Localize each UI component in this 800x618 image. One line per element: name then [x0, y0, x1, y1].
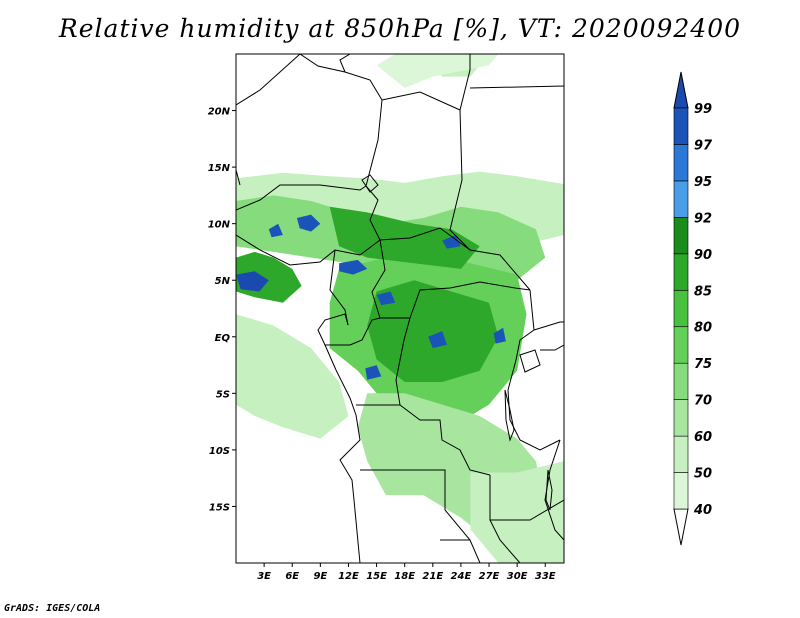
border-line — [324, 344, 357, 416]
lat-tick-label: 10N — [208, 220, 231, 231]
border-line — [449, 109, 531, 291]
border-line — [540, 344, 564, 351]
colorbar-label: 99 — [694, 102, 712, 117]
humidity-region-wet-spot-7 — [365, 365, 382, 380]
colorbar-label: 50 — [694, 467, 712, 482]
colorbar-swatch — [673, 399, 689, 437]
humidity-shading — [236, 54, 564, 563]
border-line — [371, 239, 410, 319]
lon-tick-label: 3E — [257, 571, 271, 582]
map-frame — [235, 53, 565, 564]
lat-tick-label: 15S — [209, 502, 230, 513]
humidity-region-car-belt — [329, 206, 480, 269]
colorbar-label: 40 — [693, 503, 712, 518]
colorbar-swatch — [673, 289, 689, 328]
humidity-region-southeast-strip — [470, 461, 564, 563]
colorbar-label: 95 — [694, 175, 712, 190]
border-line — [379, 227, 471, 251]
country-borders — [236, 54, 564, 563]
border-line — [360, 469, 481, 563]
border-line — [236, 184, 367, 211]
lat-tick-label: 5N — [215, 276, 231, 287]
lon-tick-label: 21E — [422, 571, 443, 582]
lon-tick-label: 33E — [535, 571, 556, 582]
humidity-region-central-core — [367, 280, 499, 382]
border-line — [409, 281, 531, 319]
colorbar-swatch — [673, 217, 689, 255]
colorbar-swatch — [673, 362, 689, 400]
humidity-region-wet-spot-1 — [236, 271, 269, 292]
colorbar-swatch — [673, 435, 689, 473]
lat-tick-label: EQ — [215, 333, 231, 344]
border-line — [339, 54, 351, 73]
lake-victoria — [519, 349, 541, 373]
humidity-region-wet-spot-6 — [428, 331, 447, 349]
colorbar-label: 85 — [694, 284, 712, 299]
border-line — [329, 249, 349, 326]
colorbar-swatch — [673, 180, 689, 218]
humidity-region-north-patch-2 — [376, 54, 499, 88]
humidity-region-wet-spot-2 — [296, 214, 321, 232]
colorbar-swatch — [673, 107, 689, 145]
colorbar-swatch — [673, 253, 689, 291]
colorbar: 40 50 60 70 75 80 85 90 92 95 97 99 — [673, 71, 713, 546]
lake-chad — [361, 174, 379, 193]
colorbar-bottom-arrow — [673, 508, 689, 546]
border-line — [236, 234, 381, 266]
lon-tick-label: 18E — [394, 571, 415, 582]
lat-tick-label: 20N — [208, 107, 231, 118]
lon-tick-label: 27E — [479, 571, 500, 582]
border-line — [236, 54, 301, 106]
lat-tick-label: 15N — [208, 163, 231, 174]
colorbar-label: 97 — [694, 138, 713, 153]
humidity-region-wet-spot-8 — [493, 327, 506, 344]
colorbar-swatch — [673, 144, 689, 182]
grads-credit: GrADS: IGES/COLA — [4, 603, 101, 614]
humidity-region-ocean-moist — [236, 314, 349, 439]
lake-malawi — [545, 469, 553, 511]
humidity-region-wet-spot-3 — [339, 259, 368, 275]
colorbar-swatch — [673, 472, 689, 510]
colorbar-label: 70 — [694, 394, 712, 409]
border-line — [469, 85, 564, 89]
colorbar-swatch — [673, 326, 689, 364]
border-line — [533, 321, 564, 331]
border-line — [515, 289, 535, 361]
lon-tick-label: 6E — [285, 571, 299, 582]
border-line — [544, 439, 564, 541]
humidity-region-wet-spot-9 — [268, 223, 283, 238]
border-line — [507, 359, 561, 451]
lake-tanganyika — [504, 389, 515, 442]
border-line — [489, 475, 564, 521]
latitude-axis: 20N 15N 10N 5N EQ 5S 10S 15S — [208, 107, 236, 513]
border-line — [399, 404, 491, 476]
humidity-region-wet-spot-4 — [376, 291, 396, 306]
border-line — [489, 519, 521, 563]
lon-tick-label: 12E — [338, 571, 359, 582]
lon-tick-label: 24E — [451, 571, 472, 582]
humidity-region-wet-spot-5 — [442, 235, 461, 249]
colorbar-top-arrow — [673, 71, 689, 109]
lat-tick-label: 10S — [209, 446, 230, 457]
colorbar-label: 75 — [694, 357, 712, 372]
colorbar-label: 90 — [694, 248, 712, 263]
border-line — [356, 317, 411, 406]
border-line — [299, 54, 383, 241]
border-line — [236, 169, 241, 186]
lon-tick-label: 9E — [313, 571, 327, 582]
colorbar-label: 80 — [694, 321, 712, 336]
colorbar-label: 92 — [694, 211, 712, 226]
border-line — [339, 414, 361, 563]
map-title: Relative humidity at 850hPa [%], VT: 202… — [58, 14, 742, 43]
lat-tick-label: 5S — [216, 389, 230, 400]
lon-tick-label: 30E — [507, 571, 528, 582]
longitude-axis: 3E 6E 9E 12E 15E 18E 21E 24E 27E 30E 33E — [257, 563, 556, 582]
colorbar-label: 60 — [694, 430, 712, 445]
lon-tick-label: 15E — [366, 571, 387, 582]
